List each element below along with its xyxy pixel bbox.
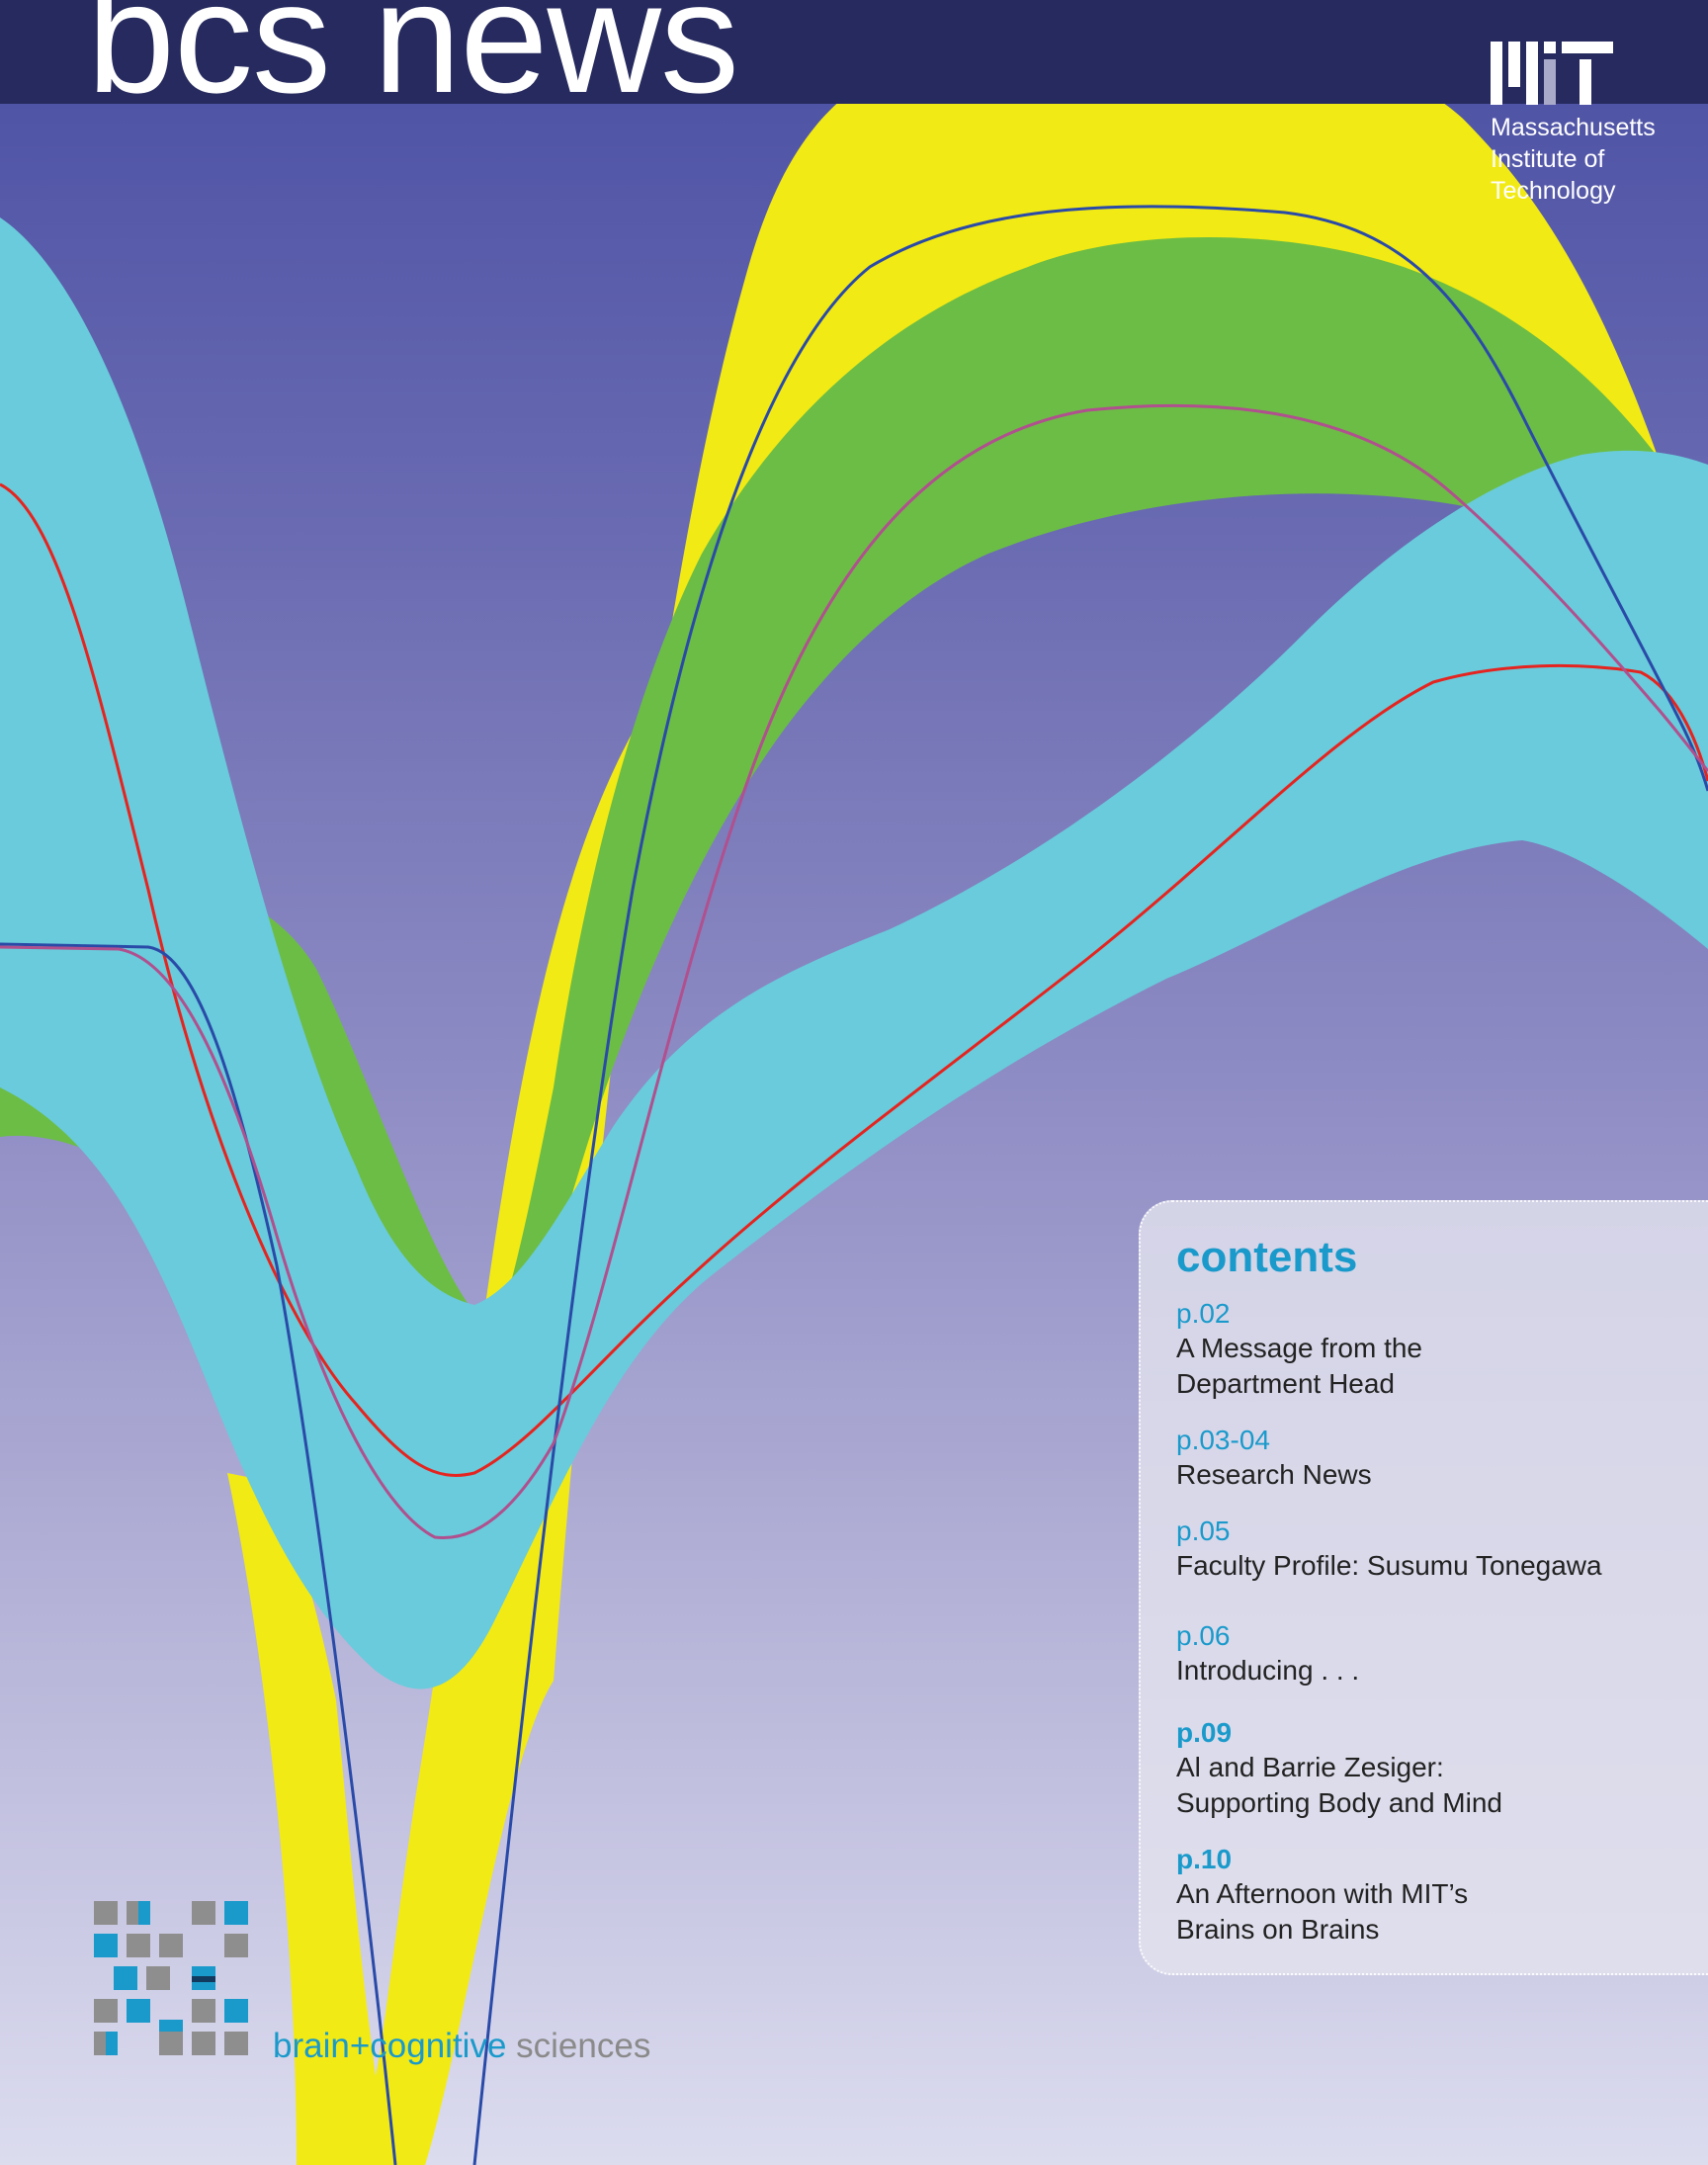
- bcs-grid-logo-icon: [94, 1901, 248, 2055]
- toc-item[interactable]: p.10 An Afternoon with MIT’s Brains on B…: [1176, 1843, 1700, 1948]
- toc-item[interactable]: p.09 Al and Barrie Zesiger: Supporting B…: [1176, 1716, 1700, 1821]
- toc-page-number: p.05: [1176, 1516, 1231, 1546]
- wordmark-sciences: sciences: [516, 2027, 651, 2065]
- toc-page-number: p.02: [1176, 1298, 1231, 1329]
- toc-title: A Message from the Department Head: [1176, 1331, 1700, 1402]
- contents-panel: contents p.02 A Message from the Departm…: [1139, 1200, 1708, 1975]
- toc-item[interactable]: p.02 A Message from the Department Head: [1176, 1297, 1700, 1402]
- toc-title: Faculty Profile: Susumu Tonegawa: [1176, 1548, 1700, 1584]
- contents-heading: contents: [1176, 1233, 1358, 1281]
- toc-title: Introducing . . .: [1176, 1653, 1700, 1689]
- toc-title-line: Al and Barrie Zesiger:: [1176, 1752, 1444, 1782]
- wordmark-brain: brain: [273, 2027, 350, 2065]
- wordmark-plus: +: [349, 2027, 371, 2065]
- toc-title: Research News: [1176, 1457, 1700, 1493]
- wordmark-cognitive: cognitive: [370, 2027, 507, 2065]
- toc-title-line: Faculty Profile: Susumu Tonegawa: [1176, 1550, 1602, 1581]
- toc-page-number: p.09: [1176, 1717, 1233, 1748]
- institution-line: Massachusetts: [1491, 114, 1656, 141]
- institution-line: Institute of: [1491, 145, 1605, 173]
- toc-title-line: An Afternoon with MIT’s: [1176, 1878, 1469, 1909]
- toc-item[interactable]: p.06 Introducing . . .: [1176, 1619, 1700, 1689]
- institution-line: Technology: [1491, 177, 1616, 205]
- toc-title-line: Brains on Brains: [1176, 1914, 1380, 1945]
- toc-title: Al and Barrie Zesiger: Supporting Body a…: [1176, 1750, 1700, 1821]
- toc-title-line: Research News: [1176, 1459, 1372, 1490]
- toc-page-number: p.10: [1176, 1844, 1233, 1874]
- bcs-wordmark: brain+cognitive sciences: [273, 2027, 650, 2066]
- toc-title-line: Introducing . . .: [1176, 1655, 1360, 1686]
- yellow-waveform-band: [227, 33, 1661, 2165]
- toc-title: An Afternoon with MIT’s Brains on Brains: [1176, 1876, 1700, 1948]
- toc-item[interactable]: p.05 Faculty Profile: Susumu Tonegawa: [1176, 1515, 1700, 1584]
- toc-item[interactable]: p.03-04 Research News: [1176, 1424, 1700, 1493]
- masthead-title: bcs news: [87, 0, 739, 126]
- toc-title-line: A Message from the: [1176, 1333, 1423, 1363]
- mit-institution-name: Massachusetts Institute of Technology: [1491, 112, 1656, 207]
- red-mean-line: [0, 482, 1708, 1477]
- toc-title-line: Supporting Body and Mind: [1176, 1787, 1502, 1818]
- blue-mean-line: [0, 205, 1708, 2165]
- toc-page-number: p.06: [1176, 1620, 1231, 1651]
- magenta-mean-line: [0, 403, 1708, 1540]
- toc-title-line: Department Head: [1176, 1368, 1396, 1399]
- cyan-waveform-band: [0, 217, 1708, 1689]
- masthead-bar: bcs news: [0, 0, 1708, 117]
- toc-page-number: p.03-04: [1176, 1425, 1270, 1455]
- mit-logo-icon: [1491, 42, 1613, 105]
